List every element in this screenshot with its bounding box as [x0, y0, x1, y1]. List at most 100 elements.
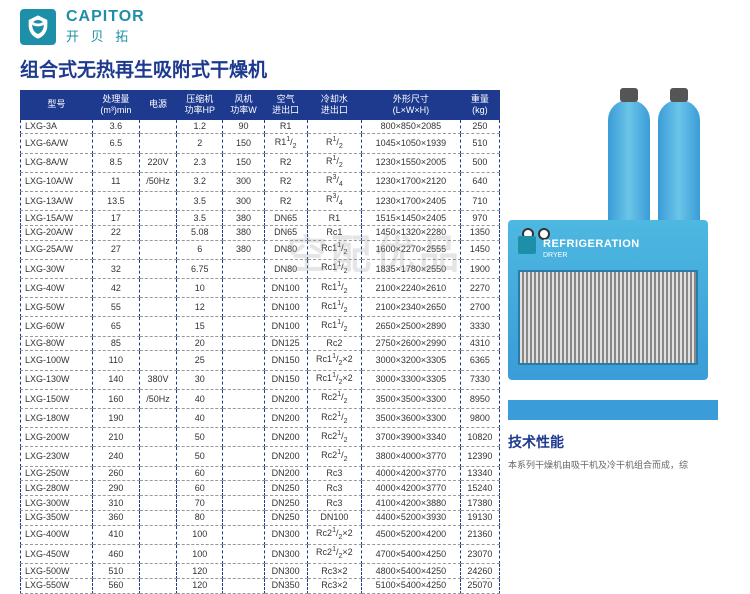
- table-cell: 50: [177, 428, 223, 447]
- table-cell: [223, 351, 264, 370]
- table-header: 空气进出口: [264, 91, 307, 120]
- table-cell: [223, 481, 264, 496]
- brand: CAPITOR 开 贝 拓: [66, 8, 145, 45]
- table-cell: 12390: [460, 447, 499, 466]
- table-cell: 1.2: [177, 119, 223, 134]
- table-row: LXG-25A/W276380DN80Rc11/21600×2270×25551…: [21, 240, 500, 259]
- table-cell: Rc21/2: [307, 428, 361, 447]
- table-cell: DN80: [264, 240, 307, 259]
- table-row: LXG-8A/W8.5220V2.3150R2R1/21230×1550×200…: [21, 153, 500, 172]
- table-cell: Rc21/2: [307, 409, 361, 428]
- table-cell: 250: [460, 119, 499, 134]
- table-cell: 24260: [460, 564, 499, 579]
- table-cell: 50: [177, 447, 223, 466]
- table-cell: DN150: [264, 370, 307, 389]
- table-row: LXG-150W160/50Hz40DN200Rc21/23500×3500×3…: [21, 389, 500, 408]
- table-cell: 220V: [139, 153, 176, 172]
- table-cell: [307, 119, 361, 134]
- table-cell: [223, 370, 264, 389]
- table-cell: 2100×2240×2610: [362, 279, 461, 298]
- table-cell: LXG-3A: [21, 119, 93, 134]
- table-row: LXG-3A3.61.290R1800×850×2085250: [21, 119, 500, 134]
- table-row: LXG-300W31070DN250Rc34100×4200×388017380: [21, 496, 500, 511]
- table-cell: [139, 351, 176, 370]
- table-header: 外形尺寸(L×W×H): [362, 91, 461, 120]
- table-cell: [223, 317, 264, 336]
- table-cell: DN200: [264, 466, 307, 481]
- table-cell: 560: [92, 578, 139, 593]
- tech-desc: 本系列干燥机由吸干机及冷干机组合而成，综: [508, 458, 738, 471]
- table-cell: 11: [92, 172, 139, 191]
- table-cell: LXG-8A/W: [21, 153, 93, 172]
- table-cell: [223, 510, 264, 525]
- table-cell: R1: [264, 119, 307, 134]
- table-header: 压缩机功率HP: [177, 91, 223, 120]
- table-cell: LXG-300W: [21, 496, 93, 511]
- table-cell: LXG-200W: [21, 428, 93, 447]
- table-cell: Rc11/2×2: [307, 370, 361, 389]
- table-cell: [139, 428, 176, 447]
- table-cell: 40: [177, 389, 223, 408]
- table-cell: 6365: [460, 351, 499, 370]
- table-cell: [139, 510, 176, 525]
- table-cell: DN350: [264, 578, 307, 593]
- right-panel: REFRIGERATION DRYER 技术性能 本系列干燥机由吸干机及冷干机组…: [508, 90, 738, 594]
- table-cell: 40: [177, 409, 223, 428]
- spec-table-wrap: 型号处理量(m³)min电源压缩机功率HP风机功率W空气进出口冷却水进出口外形尺…: [20, 90, 500, 594]
- table-cell: 640: [460, 172, 499, 191]
- table-cell: [139, 191, 176, 210]
- table-cell: LXG-20A/W: [21, 225, 93, 240]
- table-cell: 190: [92, 409, 139, 428]
- page-title: 组合式无热再生吸附式干燥机: [0, 49, 750, 90]
- table-cell: [139, 211, 176, 226]
- table-cell: 27: [92, 240, 139, 259]
- table-header: 冷却水进出口: [307, 91, 361, 120]
- dryer-badge-icon: [518, 236, 536, 254]
- table-row: LXG-50W5512DN100Rc11/22100×2340×26502700: [21, 298, 500, 317]
- table-cell: [223, 389, 264, 408]
- table-cell: [139, 466, 176, 481]
- content: 型号处理量(m³)min电源压缩机功率HP风机功率W空气进出口冷却水进出口外形尺…: [0, 90, 750, 594]
- table-cell: R2: [264, 191, 307, 210]
- table-cell: 800×850×2085: [362, 119, 461, 134]
- table-cell: 4500×5200×4200: [362, 525, 461, 544]
- table-cell: R3/4: [307, 172, 361, 191]
- table-cell: 290: [92, 481, 139, 496]
- table-cell: Rc3: [307, 481, 361, 496]
- table-row: LXG-180W19040DN200Rc21/23500×3600×330098…: [21, 409, 500, 428]
- table-cell: DN100: [307, 510, 361, 525]
- table-cell: 1045×1050×1939: [362, 134, 461, 153]
- table-cell: 310: [92, 496, 139, 511]
- table-cell: LXG-80W: [21, 336, 93, 351]
- table-cell: Rc3: [307, 466, 361, 481]
- table-cell: R1/2: [307, 134, 361, 153]
- table-cell: Rc3×2: [307, 564, 361, 579]
- table-cell: 4100×4200×3880: [362, 496, 461, 511]
- table-cell: DN300: [264, 544, 307, 563]
- table-cell: 120: [177, 564, 223, 579]
- table-cell: 100: [177, 525, 223, 544]
- table-cell: DN100: [264, 279, 307, 298]
- table-cell: Rc2: [307, 336, 361, 351]
- table-cell: [139, 447, 176, 466]
- table-cell: 380: [223, 211, 264, 226]
- table-cell: LXG-10A/W: [21, 172, 93, 191]
- table-cell: 4000×4200×3770: [362, 466, 461, 481]
- table-cell: 2100×2340×2650: [362, 298, 461, 317]
- table-cell: R2: [264, 153, 307, 172]
- table-cell: [139, 240, 176, 259]
- logo-icon: [20, 9, 56, 45]
- table-cell: DN200: [264, 447, 307, 466]
- table-cell: 2700: [460, 298, 499, 317]
- table-cell: [139, 134, 176, 153]
- table-cell: 17: [92, 211, 139, 226]
- table-cell: 1450: [460, 240, 499, 259]
- table-cell: 150: [223, 134, 264, 153]
- table-cell: LXG-40W: [21, 279, 93, 298]
- table-cell: 410: [92, 525, 139, 544]
- table-cell: LXG-350W: [21, 510, 93, 525]
- table-row: LXG-450W460100DN300Rc21/2×24700×5400×425…: [21, 544, 500, 563]
- table-cell: LXG-450W: [21, 544, 93, 563]
- table-cell: 60: [177, 481, 223, 496]
- table-cell: 3800×4000×3770: [362, 447, 461, 466]
